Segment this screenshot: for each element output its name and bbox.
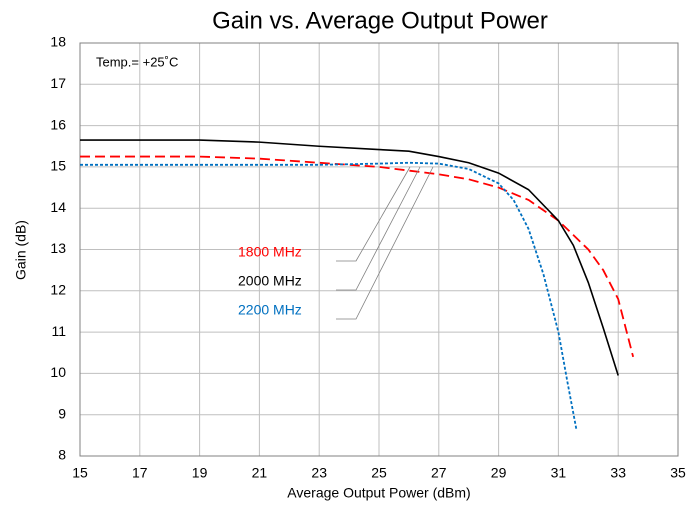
leader-line [336, 166, 421, 291]
x-tick-label: 33 [610, 465, 626, 481]
series-line [80, 139, 619, 376]
y-tick-label: 16 [50, 116, 66, 132]
y-tick-label: 17 [50, 75, 66, 91]
y-tick-label: 9 [58, 405, 66, 421]
y-tick-label: 10 [50, 364, 66, 380]
y-tick-label: 14 [50, 199, 66, 215]
series-line [80, 161, 578, 430]
y-tick-label: 13 [50, 240, 66, 256]
annotation: Temp.= +25˚C [96, 54, 178, 69]
x-tick-label: 31 [551, 465, 567, 481]
x-axis-label: Average Output Power (dBm) [287, 485, 470, 501]
leader-line [336, 166, 434, 320]
y-tick-label: 18 [50, 34, 66, 50]
x-tick-label: 35 [670, 465, 686, 481]
legend-label: 1800 MHz [238, 244, 302, 260]
x-tick-label: 17 [132, 465, 148, 481]
series-line [80, 155, 635, 358]
plot-frame [79, 42, 679, 457]
x-tick-label: 23 [311, 465, 327, 481]
x-tick-label: 15 [72, 465, 88, 481]
leader-line [336, 166, 411, 262]
y-tick-label: 12 [50, 282, 66, 298]
legend-label: 2200 MHz [238, 302, 302, 318]
y-tick-label: 11 [51, 323, 66, 339]
chart-title: Gain vs. Average Output Power [212, 7, 548, 34]
x-tick-label: 19 [192, 465, 208, 481]
y-tick-label: 15 [50, 158, 66, 174]
y-tick-label: 8 [58, 447, 66, 463]
legend-label: 2000 MHz [238, 273, 302, 289]
x-tick-label: 27 [431, 465, 447, 481]
x-tick-label: 29 [491, 465, 507, 481]
y-axis-label: Gain (dB) [13, 220, 29, 280]
x-tick-label: 25 [371, 465, 387, 481]
x-tick-label: 21 [252, 465, 268, 481]
